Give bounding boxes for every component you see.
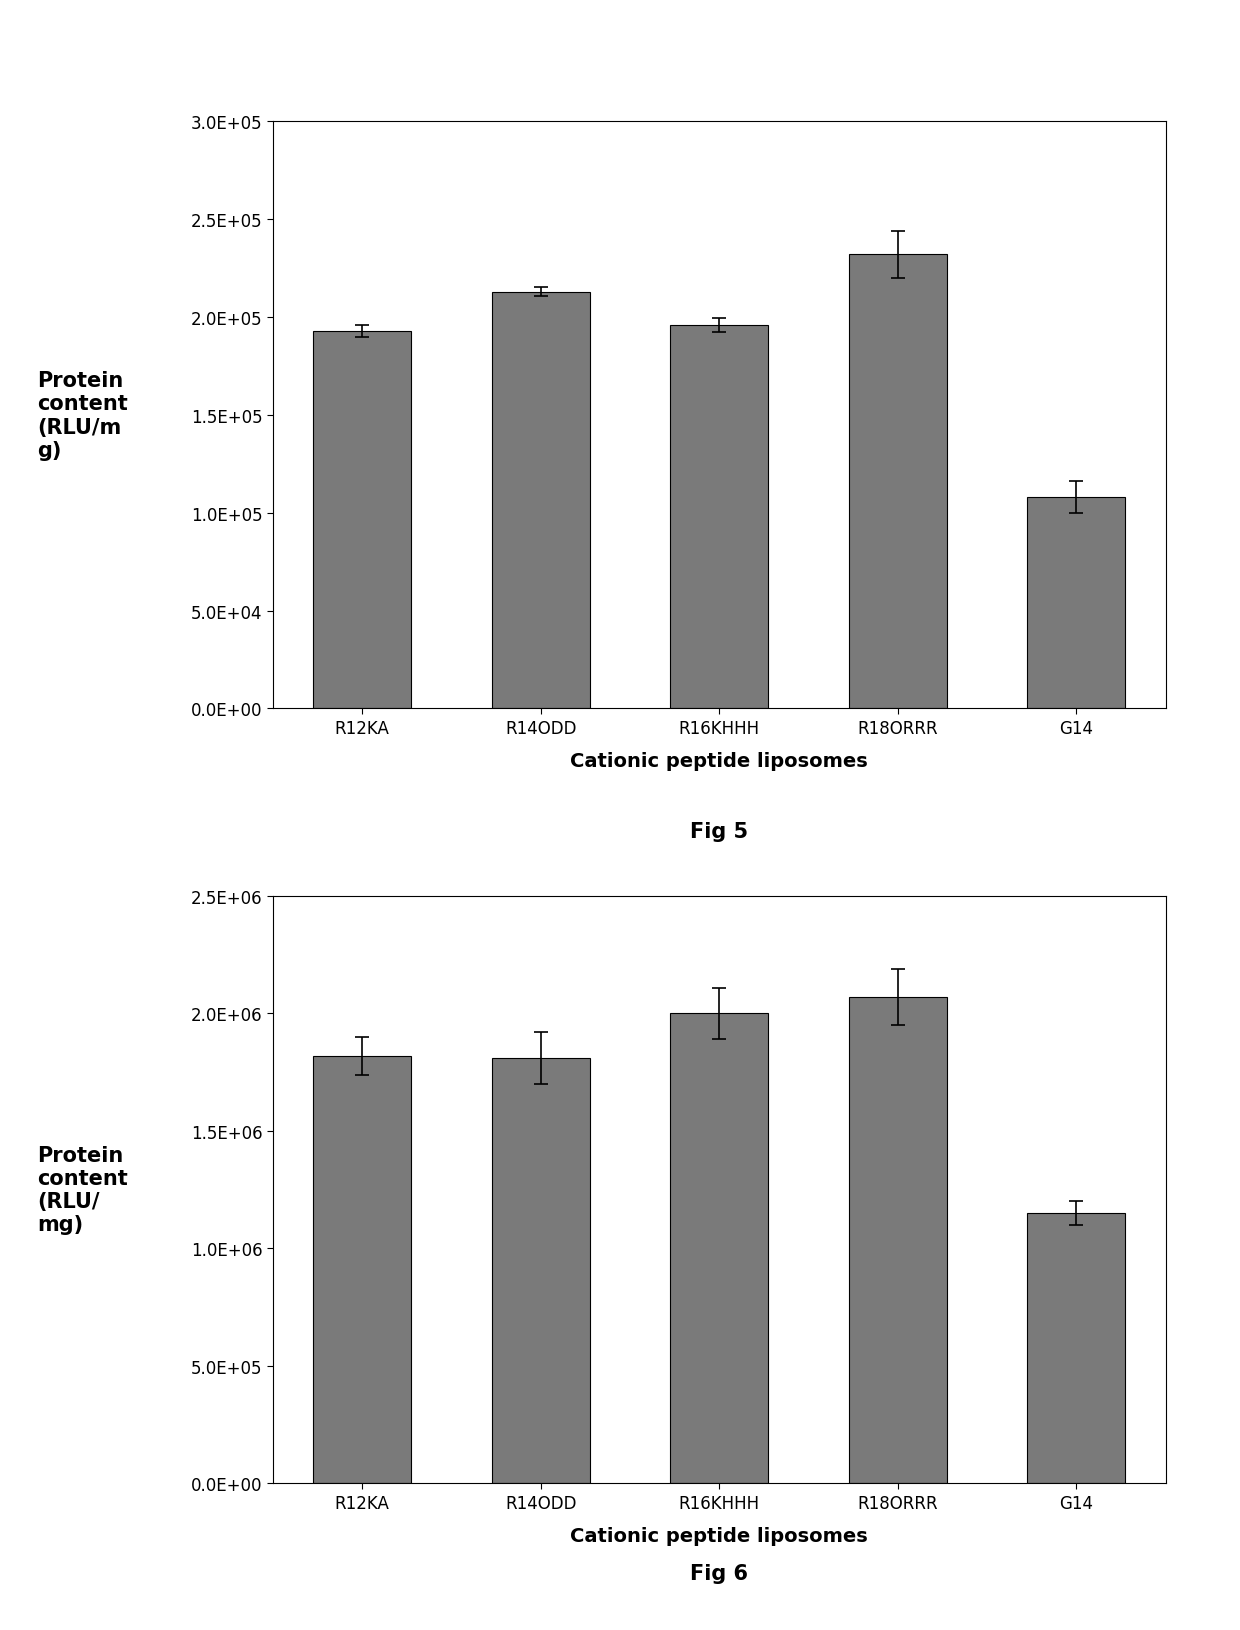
Bar <box>312 331 412 709</box>
Text: Protein
content
(RLU/
mg): Protein content (RLU/ mg) <box>37 1146 128 1234</box>
Bar <box>491 1058 590 1483</box>
Bar <box>1027 1213 1126 1483</box>
Bar <box>848 998 947 1483</box>
Text: Fig 6: Fig 6 <box>691 1563 748 1583</box>
Bar <box>848 256 947 709</box>
X-axis label: Cationic peptide liposomes: Cationic peptide liposomes <box>570 751 868 771</box>
Bar <box>670 326 769 709</box>
Bar <box>312 1056 412 1483</box>
Bar <box>670 1014 769 1483</box>
Text: Fig 5: Fig 5 <box>691 822 748 841</box>
Bar <box>1027 497 1126 709</box>
Text: Protein
content
(RLU/m
g): Protein content (RLU/m g) <box>37 372 128 460</box>
Bar <box>491 292 590 709</box>
X-axis label: Cationic peptide liposomes: Cationic peptide liposomes <box>570 1526 868 1545</box>
